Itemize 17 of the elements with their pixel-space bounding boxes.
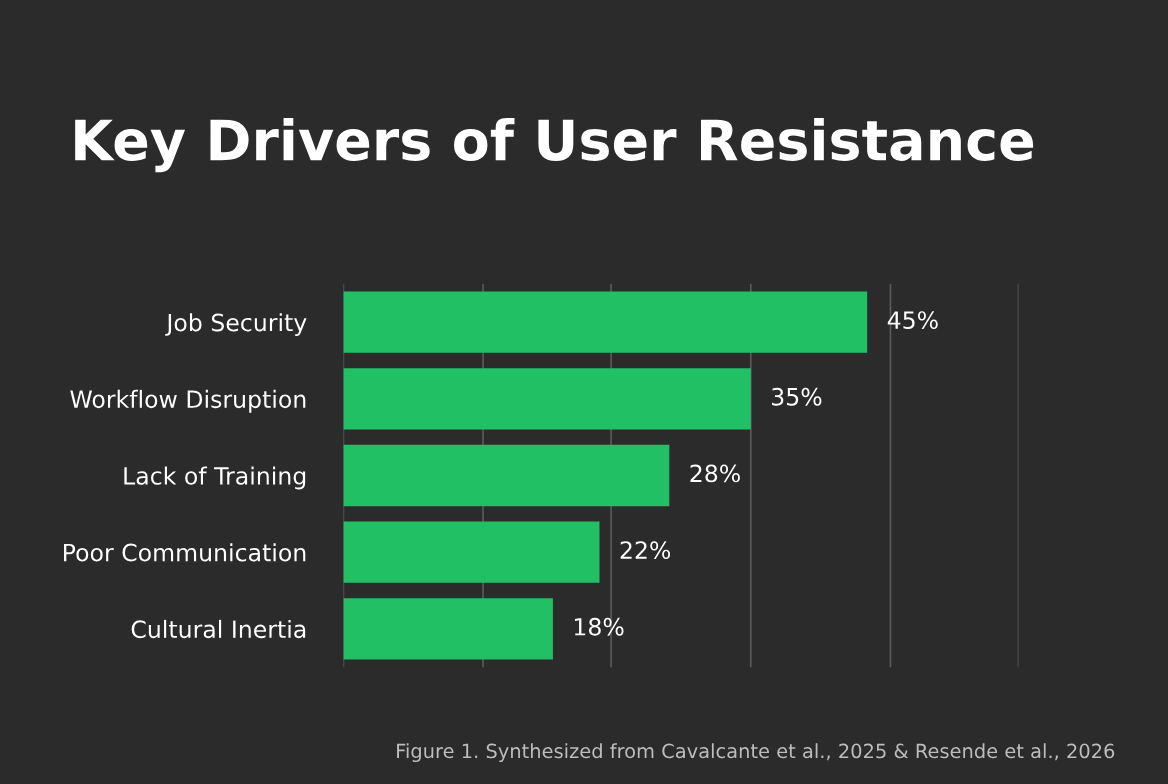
y-tick-label: Lack of Training: [124, 466, 306, 490]
bar: [343, 368, 751, 430]
bar: [343, 291, 868, 353]
chart-title: Key Drivers of User Resistance: [75, 117, 1034, 173]
caption: Figure 1. Synthesized from Cavalcante et al., 2025 & Resende et al., 2026: [397, 743, 1115, 763]
data-label: 35%: [772, 387, 822, 406]
bar: [343, 598, 553, 660]
data-label: 22%: [620, 541, 671, 560]
bar: [343, 521, 600, 583]
data-label: 45%: [887, 311, 938, 329]
bar: [343, 444, 670, 507]
data-label: 18%: [574, 617, 624, 636]
y-tick-label: Workflow Disruption: [70, 389, 306, 413]
y-tick-label: Poor Communication: [64, 543, 306, 562]
data-label: 28%: [690, 464, 740, 483]
y-tick-label: Cultural Inertia: [131, 619, 306, 639]
y-tick-label: Job Security: [165, 313, 307, 337]
